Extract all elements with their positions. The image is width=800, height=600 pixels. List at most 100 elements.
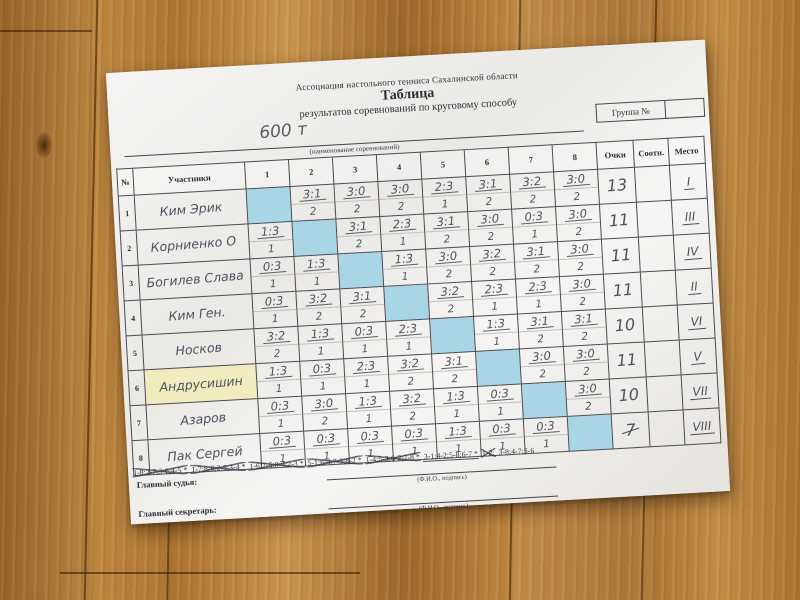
match-score: 3:1 [432,213,460,230]
match-score: 3:0 [566,241,594,257]
score-cell: 0:3 1 [257,396,304,434]
score-cell: 3:0 2 [557,239,604,277]
match-score: 0:3 [268,433,296,449]
score-cell: 2:3 1 [421,176,468,215]
score-cell: 2:3 1 [385,318,432,357]
group-value-cell [664,98,705,118]
points-total-cell: 11 [607,341,647,379]
place-value: II [687,279,702,296]
score-cell: 1:3 1 [293,253,340,292]
match-points: 1 [535,297,543,311]
match-points: 1 [365,412,373,425]
schedule-round: 1-8;2-7;3-6;4-5 * [131,465,189,478]
points-total: 11 [615,349,638,371]
plank-joint [0,30,92,32]
match-points: 2 [539,367,547,381]
points-total: 10 [617,384,640,406]
match-score: 3:1 [474,176,502,192]
schedule-round: 3-8;4-7;5-6 [498,445,535,457]
points-total-cell: 10 [605,307,645,345]
match-points: 2 [529,192,537,206]
match-score: 3:0 [528,348,556,365]
score-cell: 3:0 2 [425,246,472,284]
match-points: 1 [275,382,284,395]
match-points: 2 [321,414,329,428]
match-points: 2 [485,195,493,208]
match-score: 3:1 [298,186,327,202]
match-points: 2 [580,330,589,343]
match-points: 1 [269,277,278,291]
score-cell: 3:0 2 [377,179,424,217]
column-header-7: 6 [464,147,510,177]
column-header-5: 4 [376,152,422,182]
ratio-cell [646,374,684,412]
column-header-9: 8 [552,142,598,172]
match-score: 3:0 [342,183,371,200]
match-score: 3:0 [564,206,592,222]
points-total-cell: 11 [599,202,639,240]
match-score: 0:3 [308,360,336,377]
score-cell: 3:0 2 [555,204,602,242]
match-score: 1:3 [306,326,334,342]
match-score: 0:3 [350,323,378,339]
match-points: 2 [579,295,587,308]
match-points: 2 [309,205,318,218]
column-header-6: 5 [420,149,466,180]
match-score: 3:0 [572,346,600,362]
score-cell: 3:0 2 [333,181,380,219]
match-points: 2 [573,190,581,203]
match-points: 2 [451,372,459,386]
match-score: 0:3 [258,258,287,274]
score-cell: 2:3 1 [471,279,518,317]
score-cell: 1:3 1 [297,323,344,362]
chief-judge-label: Главный судья: [136,476,198,491]
wood-knot [36,132,52,158]
match-points: 1 [497,405,505,418]
column-header-12: Место [667,136,706,166]
match-points: 1 [267,242,276,256]
place-value: IV [682,243,702,261]
match-points: 2 [584,400,593,413]
plank-shade [0,0,92,600]
match-score: 1:3 [442,388,470,404]
match-points: 2 [407,375,415,388]
schedule-round: 5-1;6-4;7-3;8-2 * [306,455,363,468]
points-total: 11 [607,209,630,231]
match-score: 3:0 [568,276,596,292]
match-score: 2:3 [430,178,458,195]
schedule-round: 1-6;7-5;8-4;2-3 * [248,458,305,471]
self-match-cell [291,218,338,257]
match-points: 1 [319,379,327,393]
signature-caption: (Ф.И.О., подпись) [417,473,467,484]
score-cell: 3:1 2 [339,286,386,324]
ratio-cell [638,235,676,273]
participant-name: Андрусишин [158,372,244,395]
match-score: 1:3 [390,251,418,267]
ratio-cell [644,340,682,377]
match-points: 2 [575,225,583,238]
schedule-round: 3-1;4-2;5-8;6-7 * [422,448,480,462]
place-cell: II [675,268,714,306]
score-cell: 3:0 2 [301,393,348,432]
match-score: 3:1 [522,243,550,260]
participant-name: Азаров [179,409,227,429]
row-number-cell: 2 [120,230,139,266]
score-cell: 0:3 1 [341,321,388,359]
match-points: 2 [537,332,545,346]
match-points: 2 [355,237,364,251]
score-cell: 0:3 1 [511,206,558,245]
match-points: 1 [531,227,539,241]
match-points: 2 [577,260,585,273]
match-score: 0:3 [356,428,384,444]
place-cell: III [671,198,710,236]
score-cell: 3:0 2 [519,346,566,384]
score-cell: 3:2 2 [427,281,474,319]
match-points: 2 [397,200,406,213]
match-points: 1 [401,270,409,283]
match-score: 2:3 [352,358,380,374]
place-cell: VI [677,303,716,341]
participant-name: Богилев Слава [145,267,245,291]
ratio-cell [640,270,678,308]
points-total: 11 [609,244,632,266]
row-number-cell: 6 [128,369,146,406]
